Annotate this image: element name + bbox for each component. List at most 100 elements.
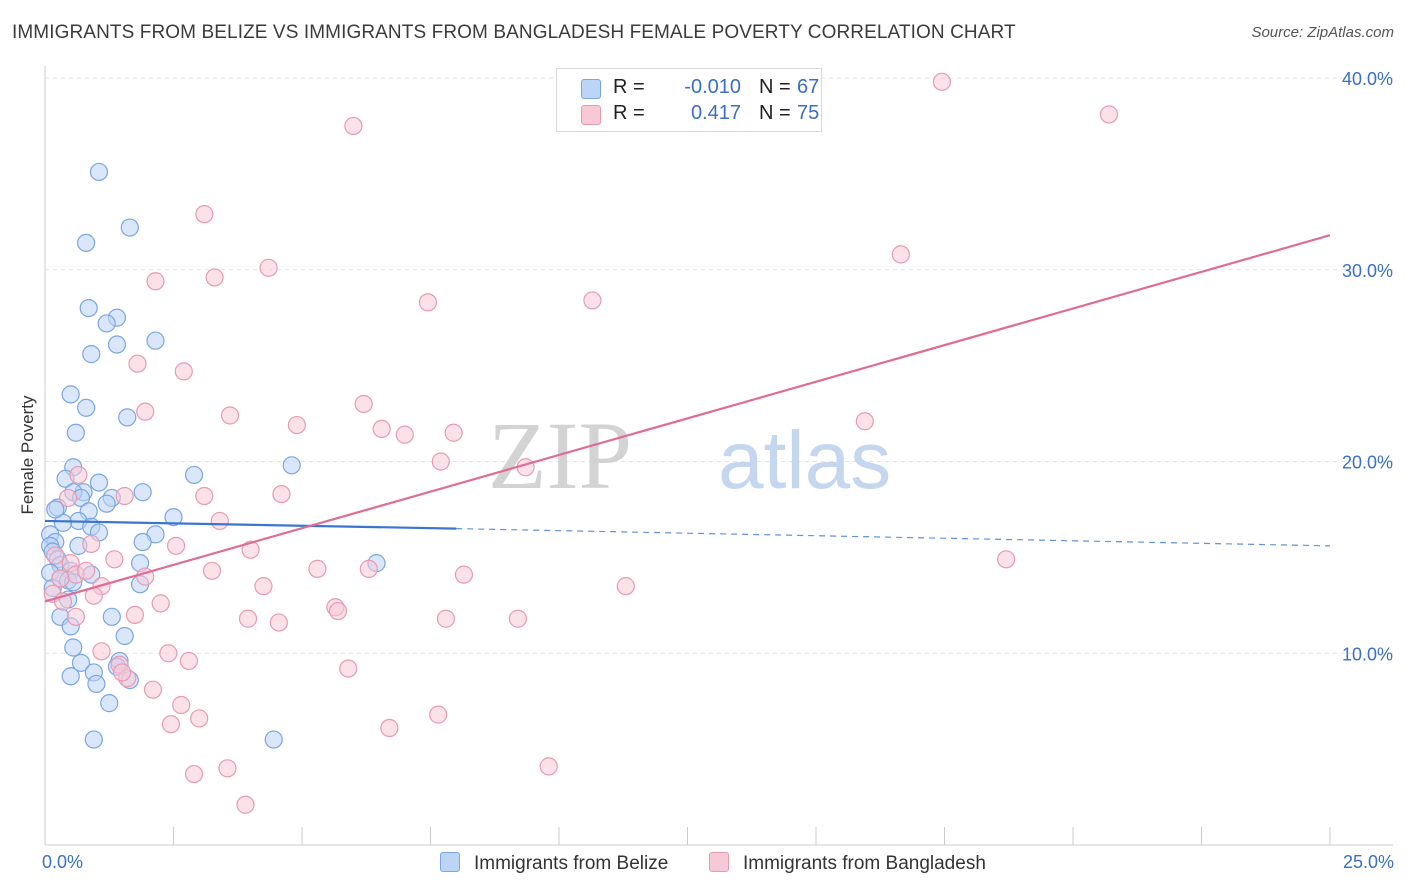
bangladesh-point (339, 659, 358, 678)
y-tick-label: 20.0% (1342, 453, 1393, 473)
bangladesh-point (254, 577, 273, 596)
belize-point (84, 730, 103, 749)
belize-point (133, 483, 152, 502)
belize-point (71, 653, 91, 672)
bangladesh-point (583, 291, 602, 310)
stats-legend: R = -0.010 N = 67 R = 0.417 N = 75 (556, 68, 822, 132)
bangladesh-point (59, 488, 78, 508)
bangladesh-point (431, 452, 450, 471)
bangladesh-point (891, 245, 910, 264)
bangladesh-point (210, 511, 229, 531)
bangladesh-point (932, 72, 952, 91)
bangladesh-point (146, 272, 165, 291)
bangladesh-point (259, 258, 278, 277)
bangladesh-point (143, 680, 163, 699)
belize-point (120, 218, 139, 237)
watermark-atlas: atlas (718, 415, 891, 506)
y-tick-label: 40.0% (1342, 69, 1393, 89)
bangladesh-point (238, 609, 258, 628)
bangladesh-point (380, 718, 399, 738)
belize-legend-label: Immigrants from Belize (474, 853, 669, 874)
trend-lines (44, 234, 1331, 603)
belize-point (82, 345, 101, 364)
bangladesh-point (195, 205, 214, 224)
belize-point (282, 456, 301, 475)
bangladesh-point (272, 484, 291, 504)
belize-point (264, 730, 283, 749)
belize-trend-extension (456, 528, 1331, 547)
x-tick-max: 25.0% (1342, 852, 1394, 872)
bangladesh-point (308, 559, 327, 578)
y-tick-label: 30.0% (1342, 261, 1393, 281)
bangladesh-trend-line (44, 234, 1331, 603)
bangladesh-point (77, 561, 96, 580)
bangladesh-legend-swatch (709, 852, 729, 872)
bangladesh-point (539, 757, 558, 776)
bangladesh-point (328, 601, 348, 621)
watermark: ZIP atlas (488, 402, 891, 509)
belize-point (184, 465, 204, 485)
bangladesh-point (436, 609, 456, 628)
bangladesh-point (151, 594, 170, 613)
bangladesh-swatch (581, 105, 601, 125)
bangladesh-point (82, 534, 101, 554)
chart-source: Source: ZipAtlas.com (1251, 24, 1394, 41)
legend-item-belize: Immigrants from Belize (440, 852, 668, 875)
bangladesh-point (220, 406, 240, 425)
bangladesh-point (195, 486, 214, 506)
x-tick-min: 0.0% (42, 852, 84, 872)
belize-swatch (581, 79, 601, 99)
bangladesh-point (344, 116, 363, 136)
bangladesh-point (616, 577, 635, 596)
bangladesh-point (1099, 105, 1119, 124)
y-tick-label: 10.0% (1342, 644, 1393, 664)
belize-point (97, 494, 116, 513)
bangladesh-point (202, 561, 222, 580)
bangladesh-point (166, 536, 186, 555)
bangladesh-legend-label: Immigrants from Bangladesh (743, 853, 986, 874)
bangladesh-point (69, 465, 88, 485)
y-tick-labels: 10.0% 20.0% 30.0% 40.0% (1342, 69, 1393, 664)
bangladesh-point (418, 293, 438, 312)
belize-legend-swatch (440, 852, 460, 872)
bangladesh-point (997, 550, 1016, 569)
belize-point (46, 500, 65, 519)
bangladesh-point (161, 715, 181, 734)
bangladesh-point (205, 268, 224, 287)
belize-trend-line (44, 519, 457, 530)
belize-point (100, 694, 119, 713)
bangladesh-point (128, 354, 147, 373)
bangladesh-point (159, 644, 178, 663)
belize-point (66, 423, 85, 442)
n-label: N = (759, 76, 791, 98)
legend-item-bangladesh: Immigrants from Bangladesh (709, 852, 986, 875)
r-label: R = (613, 102, 645, 124)
belize-point (115, 626, 134, 646)
belize-point (107, 335, 127, 354)
belize-point (89, 473, 109, 492)
bangladesh-point (51, 569, 70, 588)
bangladesh-point (218, 759, 237, 778)
bangladesh-point (429, 705, 448, 724)
bangladesh-point (287, 415, 306, 435)
n-label: N = (759, 102, 791, 124)
belize-point (146, 331, 165, 350)
bangladesh-point (136, 402, 155, 421)
belize-point (64, 638, 83, 657)
bangladesh-point (125, 605, 145, 625)
bangladesh-point (395, 425, 414, 444)
bangladesh-point (174, 362, 193, 381)
bangladesh-point (855, 412, 874, 431)
belize-point (97, 314, 116, 333)
bangladesh-point (92, 642, 111, 661)
bangladesh-point (184, 764, 204, 784)
bangladesh-point (190, 709, 209, 728)
belize-point (87, 674, 106, 694)
gridlines (45, 77, 1395, 654)
bangladesh-point (179, 651, 199, 671)
belize-point (89, 162, 109, 182)
bangladesh-point (372, 419, 391, 439)
belize-point (79, 299, 98, 318)
bangladesh-r-value: 0.417 (690, 102, 741, 124)
